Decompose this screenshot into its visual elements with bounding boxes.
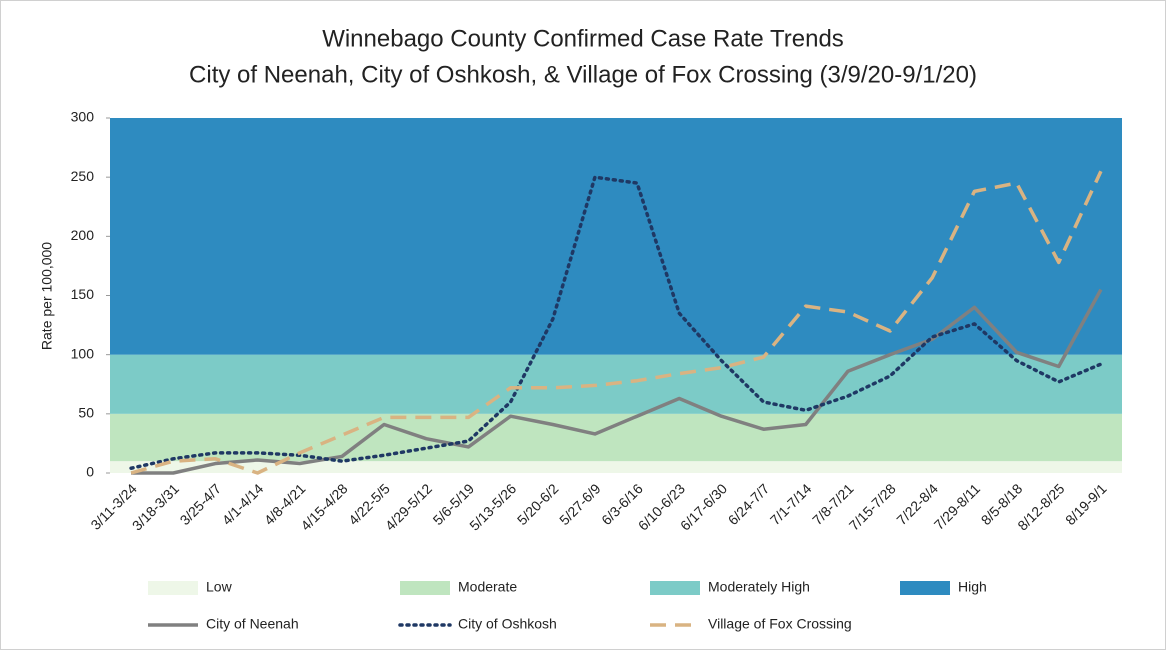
series-line (130, 170, 1103, 475)
y-tick-label: 0 (86, 464, 94, 480)
legend-swatch (400, 581, 450, 595)
risk-band (110, 461, 1122, 473)
chart-title: Winnebago County Confirmed Case Rate Tre… (322, 25, 844, 52)
legend-label: City of Neenah (206, 616, 299, 632)
series-line (129, 175, 1103, 471)
y-tick-label: 100 (71, 345, 95, 361)
y-tick-label: 250 (71, 168, 95, 184)
risk-band (110, 118, 1122, 355)
legend-label: High (958, 579, 987, 595)
chart-subtitle: City of Neenah, City of Oshkosh, & Villa… (189, 61, 977, 88)
y-tick-label: 300 (71, 109, 95, 125)
legend-swatch (650, 581, 700, 595)
legend-label: Low (206, 579, 233, 595)
legend-swatch (900, 581, 950, 595)
y-tick-label: 50 (78, 405, 94, 421)
y-tick-label: 200 (71, 227, 95, 243)
y-tick-label: 150 (71, 286, 95, 302)
legend-label: Moderate (458, 579, 517, 595)
legend-label: Moderately High (708, 579, 810, 595)
legend-label: City of Oshkosh (458, 616, 557, 632)
legend-label: Village of Fox Crossing (708, 616, 852, 632)
y-axis-label: Rate per 100,000 (39, 242, 55, 350)
legend-swatch (148, 581, 198, 595)
